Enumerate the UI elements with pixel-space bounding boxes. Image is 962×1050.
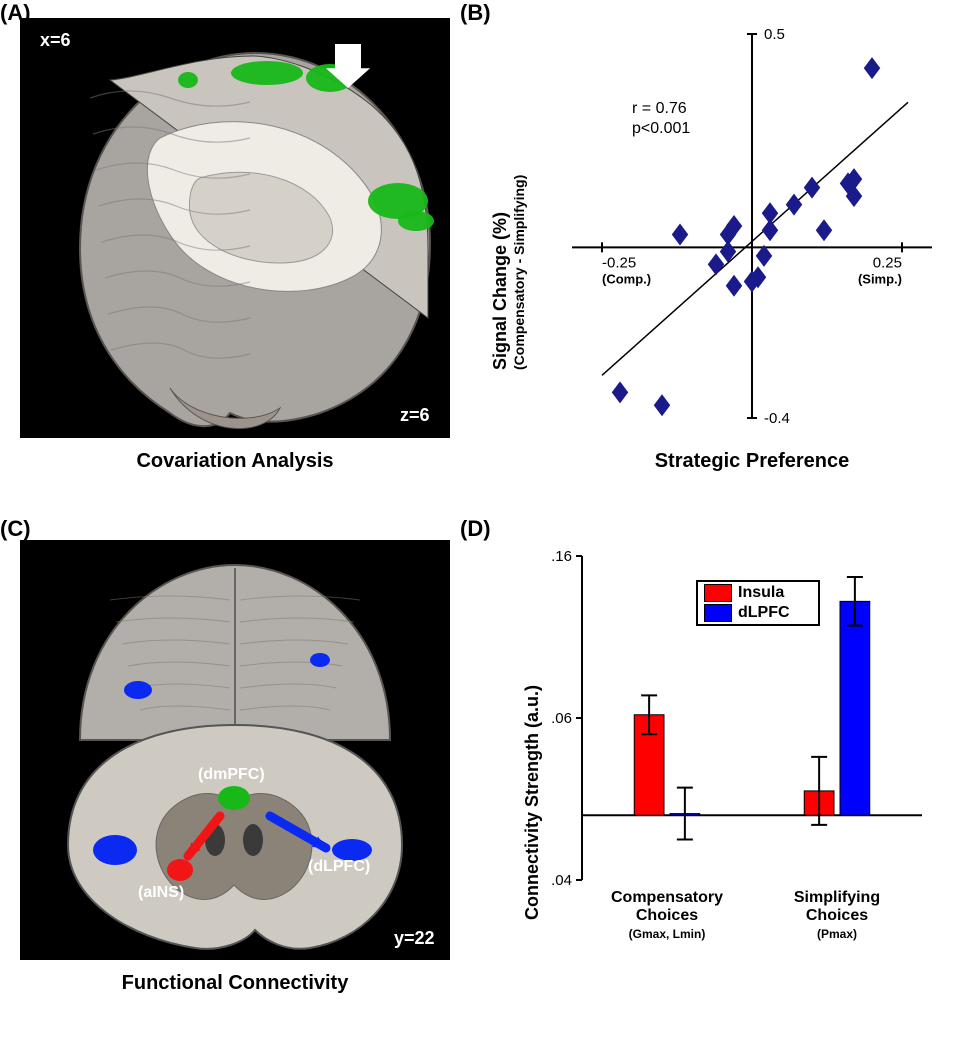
panel-b-ylabel-sub: (Compensatory - Simplifying) <box>511 175 527 370</box>
legend-label: dLPFC <box>738 604 790 622</box>
svg-text:(Comp.): (Comp.) <box>602 271 651 286</box>
panel-b-ylabel: Signal Change (%) (Compensatory - Simpli… <box>490 175 527 370</box>
panel-b-stat-r: r = 0.76 <box>632 100 687 118</box>
svg-text:(Pmax): (Pmax) <box>817 927 857 941</box>
svg-text:0.5: 0.5 <box>764 26 785 43</box>
svg-text:0.25: 0.25 <box>873 254 902 271</box>
svg-text:Compensatory: Compensatory <box>611 889 723 906</box>
panel-a-coord-x: x=6 <box>40 30 71 51</box>
region-label: (dmPFC) <box>198 766 265 784</box>
panel-c-brainbox <box>20 540 450 960</box>
panel-a-title: Covariation Analysis <box>20 450 450 473</box>
svg-text:-0.25: -0.25 <box>602 254 636 271</box>
panel-b-ylabel-main: Signal Change (%) <box>490 212 510 370</box>
panel-b-xlabel: Strategic Preference <box>562 450 942 473</box>
svg-text:(Gmax, Lmin): (Gmax, Lmin) <box>629 927 706 941</box>
panel-b-label: (B) <box>460 0 491 26</box>
panel-d-label: (D) <box>460 516 491 542</box>
svg-text:-0.04: -0.04 <box>552 872 572 889</box>
legend-row: Insula <box>704 584 812 602</box>
panel-c-label: (C) <box>0 516 31 542</box>
panel-d-legend: Insula dLPFC <box>696 580 820 626</box>
panel-a-coord-z: z=6 <box>400 405 430 426</box>
svg-text:-0.4: -0.4 <box>764 410 790 427</box>
figure-root: (A) x=6 z=6 Covariation Analysis (B) -0.… <box>0 0 962 1050</box>
panel-c-title: Functional Connectivity <box>20 972 450 995</box>
panel-c-coord-y: y=22 <box>394 928 435 949</box>
svg-text:0.06: 0.06 <box>552 710 572 727</box>
svg-text:Choices: Choices <box>636 907 698 924</box>
svg-text:0.16: 0.16 <box>552 548 572 565</box>
legend-swatch <box>704 584 732 602</box>
svg-text:Choices: Choices <box>806 907 868 924</box>
panel-d-ylabel: Connectivity Strength (a.u.) <box>522 685 543 920</box>
svg-text:(Simp.): (Simp.) <box>858 271 902 286</box>
legend-swatch <box>704 604 732 622</box>
region-label: (aINS) <box>138 884 184 902</box>
region-label: (dLPFC) <box>308 858 370 876</box>
panel-b-scatter: -0.25(Comp.) 0.25(Simp.) 0.5 -0.4 <box>562 24 942 428</box>
legend-row: dLPFC <box>704 604 812 622</box>
svg-text:Simplifying: Simplifying <box>794 889 880 906</box>
panel-b-stat-p: p<0.001 <box>632 120 690 138</box>
legend-label: Insula <box>738 584 784 602</box>
panel-a-brainbox <box>20 18 450 438</box>
